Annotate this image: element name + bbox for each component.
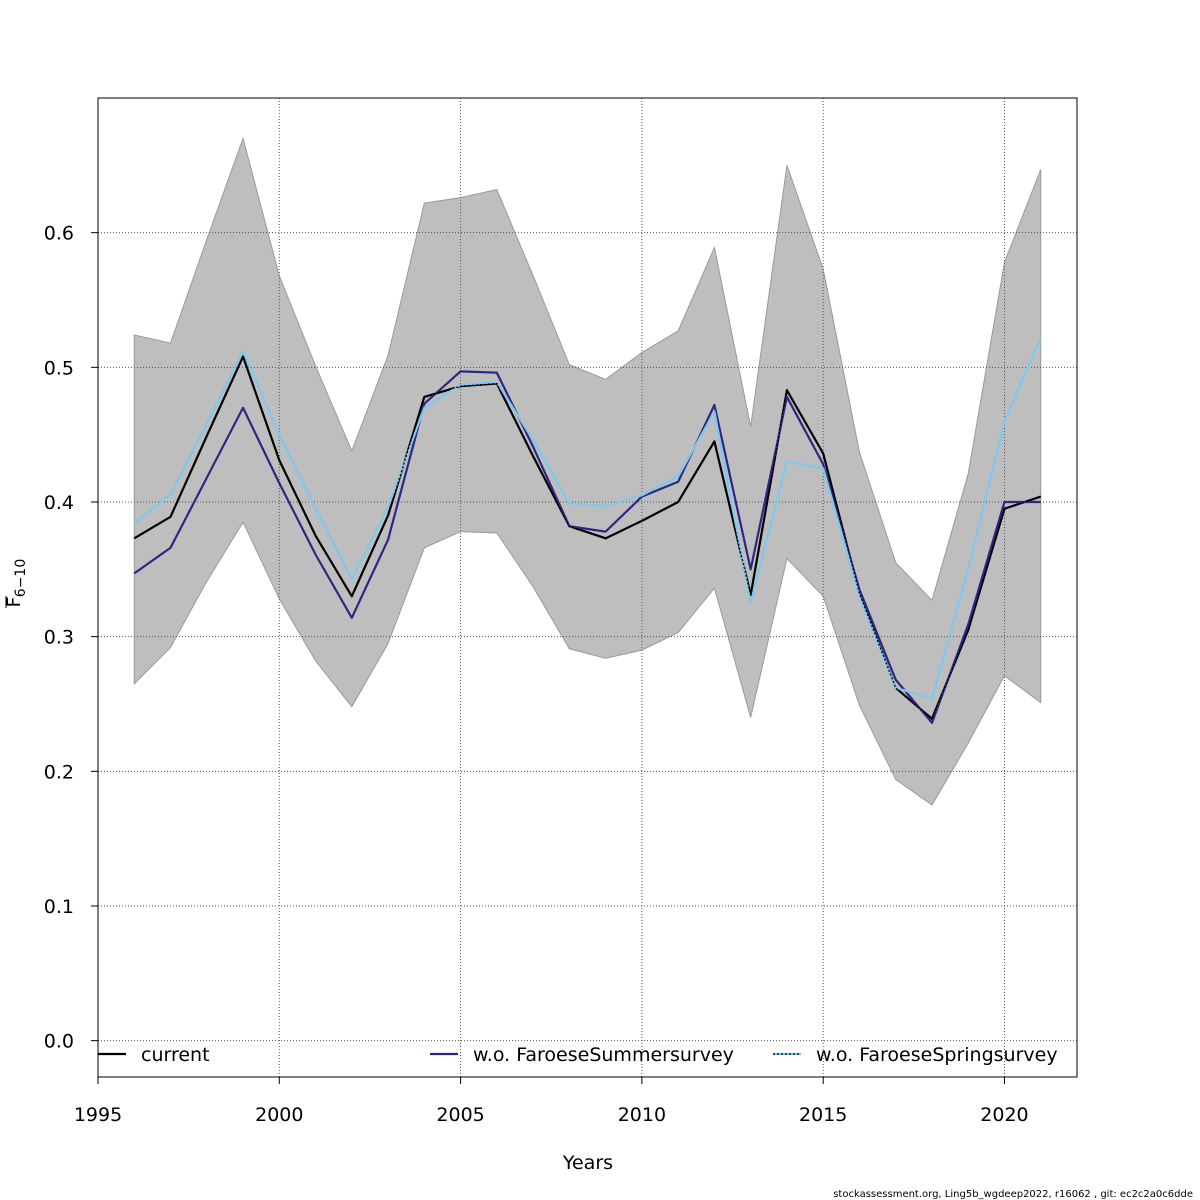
x-tick-label: 2000 [255, 1104, 303, 1126]
x-tick-label: 2010 [618, 1104, 666, 1126]
legend-label: w.o. FaroeseSpringsurvey [816, 1044, 1058, 1066]
series-line-3 [133, 337, 1042, 700]
y-axis-title-sub: 6−10 [13, 559, 29, 597]
confidence-band-layer [133, 136, 1042, 806]
legend-label: w.o. FaroeseSummersurvey [473, 1044, 734, 1066]
y-axis-title-main: F [3, 597, 25, 608]
grid-layer [98, 98, 1077, 1077]
y-tick-label: 0.0 [44, 1031, 74, 1053]
plot-frame [97, 97, 1078, 1078]
series-line-2 [133, 370, 1041, 724]
confidence-band [133, 136, 1042, 806]
series-line-current-dotted-overlay [133, 354, 1041, 720]
x-tick-label: 1995 [74, 1104, 122, 1126]
y-tick-label: 0.2 [44, 761, 74, 783]
axes-layer: 0.0 0.1 0.2 0.3 0.4 0.5 0.6 1995 2000 2005 2010 201… [44, 97, 1078, 1126]
x-tick-label: 2020 [980, 1104, 1028, 1126]
legend-label: current [141, 1044, 210, 1066]
y-tick-label: 0.1 [44, 896, 74, 918]
y-axis-title: F 6−10 [3, 559, 29, 608]
legend-item-1: current [98, 1044, 210, 1066]
x-tick-label: 2005 [436, 1104, 484, 1126]
y-tick-label: 0.5 [44, 357, 74, 379]
footer-text: stockassessment.org, Ling5b_wgdeep2022, … [833, 1189, 1193, 1200]
x-tick-label: 2015 [799, 1104, 847, 1126]
series-layer [133, 337, 1042, 724]
y-tick-label: 0.4 [44, 492, 74, 514]
legend-layer: current w.o. FaroeseSummersurvey w.o. Faro… [98, 1044, 1058, 1066]
x-axis-title: Years [562, 1152, 613, 1174]
legend-item-3: w.o. FaroeseSpringsurvey [773, 1044, 1058, 1066]
y-tick-label: 0.6 [44, 223, 74, 245]
legend-item-2: w.o. FaroeseSummersurvey [430, 1044, 734, 1066]
y-tick-label: 0.3 [44, 627, 74, 649]
